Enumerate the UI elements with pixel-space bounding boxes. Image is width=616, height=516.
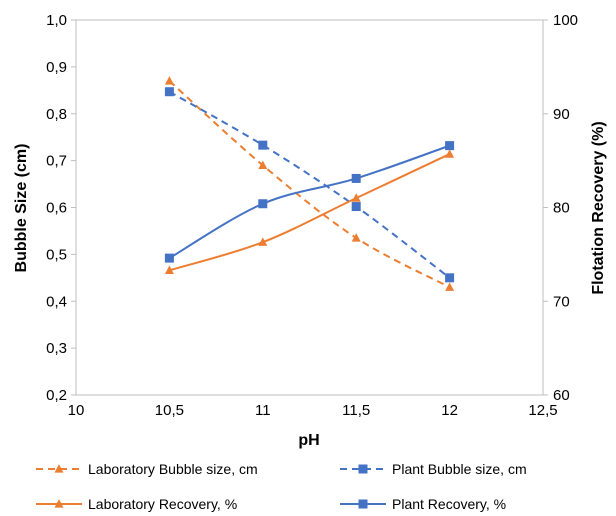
- data-point: [445, 141, 455, 151]
- legend-item: Plant Bubble size, cm: [340, 461, 527, 477]
- series-line: [168, 80, 451, 289]
- data-point: [351, 233, 361, 242]
- y-axis-title: Bubble Size (cm): [13, 144, 30, 273]
- legend-item: Laboratory Bubble size, cm: [36, 461, 258, 477]
- data-point: [445, 282, 455, 291]
- legend: Laboratory Bubble size, cm Plant Bubble s…: [36, 461, 527, 512]
- x-tick-label: 10,5: [155, 402, 184, 419]
- x-tick-label: 11,5: [342, 402, 370, 419]
- x-tick-label: 10: [68, 402, 85, 419]
- series-3: [164, 149, 455, 274]
- y2-tick-label: 100: [553, 12, 578, 29]
- legend-label: Laboratory Recovery, %: [88, 496, 237, 512]
- y-tick-label: 0,5: [46, 246, 67, 263]
- legend-label: Plant Recovery, %: [392, 496, 506, 512]
- y-tick-label: 0,3: [46, 340, 67, 357]
- plot-area: [75, 19, 544, 396]
- x-tick-label: 12,5: [528, 402, 557, 419]
- y-tick-label: 1,0: [46, 12, 67, 29]
- y-tick-label: 0,9: [46, 59, 67, 76]
- legend-label: Plant Bubble size, cm: [392, 461, 527, 477]
- legend-marker: [358, 464, 368, 474]
- series-line: [168, 144, 450, 259]
- data-point: [351, 193, 361, 202]
- y-tick-label: 0,2: [46, 387, 67, 404]
- y2-tick-label: 90: [553, 106, 570, 123]
- data-point: [164, 253, 174, 263]
- data-point: [164, 87, 174, 97]
- y2-axis-ticks: 60 70 80 90 100: [543, 12, 578, 404]
- y2-tick-label: 80: [553, 200, 570, 217]
- series-2: [164, 87, 455, 283]
- legend-marker: [358, 499, 368, 509]
- x-axis-ticks: 10 10,5 11 11,5 12 12,5: [68, 402, 558, 419]
- data-point: [258, 237, 268, 246]
- data-point: [164, 76, 174, 85]
- data-point: [258, 140, 268, 150]
- data-point: [351, 173, 361, 183]
- series-line: [169, 153, 451, 272]
- legend-marker: [54, 499, 64, 508]
- series-layer: [164, 76, 455, 291]
- y2-tick-label: 70: [553, 293, 570, 310]
- y-tick-label: 0,8: [46, 106, 67, 123]
- data-point: [258, 160, 268, 169]
- legend-marker: [54, 464, 64, 473]
- y-tick-label: 0,7: [46, 153, 67, 170]
- data-point: [445, 273, 455, 283]
- x-tick-label: 11: [255, 402, 271, 419]
- x-axis-title: pH: [298, 432, 319, 449]
- series-1: [164, 76, 455, 291]
- y-tick-label: 0,4: [46, 293, 67, 310]
- data-point: [351, 202, 361, 212]
- legend-item: Plant Recovery, %: [340, 496, 506, 512]
- legend-label: Laboratory Bubble size, cm: [88, 461, 258, 477]
- series-4: [164, 141, 455, 263]
- legend-item: Laboratory Recovery, %: [36, 496, 237, 512]
- y-tick-label: 0,6: [46, 200, 67, 217]
- data-point: [258, 199, 268, 209]
- series-line: [168, 90, 451, 279]
- y-axis-ticks: 0,2 0,3 0,4 0,5 0,6 0,7 0,8 0,9 1,0: [46, 12, 76, 404]
- data-point: [445, 149, 455, 158]
- y2-axis-title: Flotation Recovery (%): [590, 121, 607, 294]
- data-point: [164, 265, 174, 274]
- x-tick-label: 12: [441, 402, 458, 419]
- y2-tick-label: 60: [553, 387, 570, 404]
